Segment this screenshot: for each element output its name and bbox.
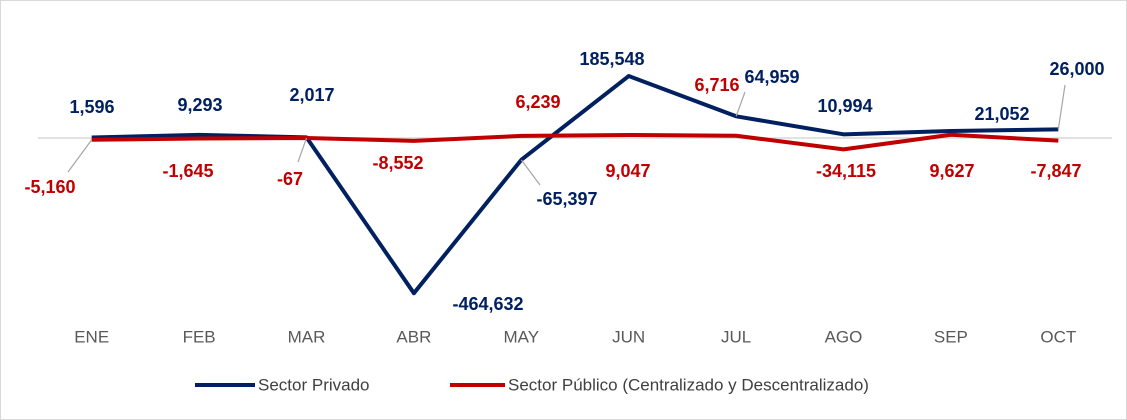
- data-label: 2,017: [289, 85, 334, 105]
- data-label: 185,548: [579, 49, 644, 69]
- data-label: 10,994: [817, 96, 872, 116]
- data-label: 9,293: [177, 95, 222, 115]
- x-tick-label: MAR: [288, 327, 326, 346]
- data-label: -464,632: [452, 294, 523, 314]
- data-label: 9,047: [605, 161, 650, 181]
- leader-line: [67, 139, 93, 173]
- leader-line: [735, 91, 746, 117]
- x-tick-label: SEP: [934, 327, 968, 346]
- data-label: -5,160: [24, 177, 75, 197]
- x-tick-label: ENE: [74, 327, 109, 346]
- x-tick-label: AGO: [825, 327, 863, 346]
- leader-line: [520, 159, 541, 186]
- data-label: -34,115: [816, 161, 876, 181]
- line-series: [91, 132, 1059, 152]
- data-label: 9,627: [929, 161, 974, 181]
- x-tick-label: ABR: [396, 327, 431, 346]
- x-tick-label: JUL: [721, 327, 751, 346]
- legend-label: Sector Público (Centralizado y Descentra…: [508, 375, 869, 394]
- data-label: 26,000: [1049, 59, 1104, 79]
- data-label: 6,239: [515, 92, 560, 112]
- data-label: 64,959: [744, 67, 799, 87]
- data-label: -7,847: [1030, 161, 1081, 181]
- x-tick-label: MAY: [504, 327, 540, 346]
- data-label: 1,596: [69, 97, 114, 117]
- x-tick-label: JUN: [612, 327, 645, 346]
- data-label: -1,645: [162, 161, 213, 181]
- line-series: [91, 74, 1059, 296]
- data-label: 21,052: [974, 104, 1029, 124]
- data-label: -65,397: [536, 189, 597, 209]
- data-label: 6,716: [694, 75, 739, 95]
- data-label: -67: [277, 169, 303, 189]
- leader-line: [297, 137, 308, 163]
- x-tick-label: OCT: [1040, 327, 1076, 346]
- leader-line: [1057, 84, 1066, 130]
- data-label: -8,552: [372, 153, 423, 173]
- x-tick-label: FEB: [183, 327, 216, 346]
- legend-label: Sector Privado: [258, 375, 370, 394]
